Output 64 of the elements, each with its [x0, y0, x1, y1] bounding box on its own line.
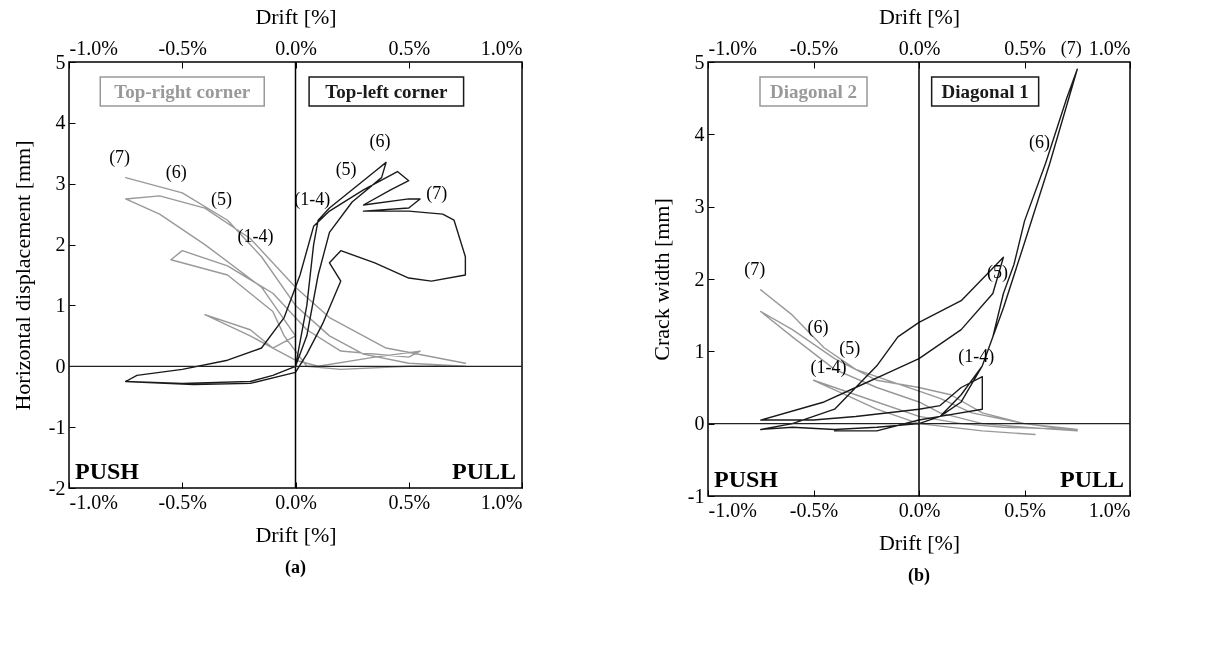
annotation: (6)	[1029, 132, 1051, 154]
text: Top-left corner	[325, 81, 449, 102]
annotation: PUSH	[75, 458, 140, 484]
y-axis-title: Crack width [mm]	[648, 198, 674, 361]
annotation: (6)	[165, 161, 187, 183]
x-tick-label: 0.0%	[898, 498, 941, 521]
y-tick-label: 5	[55, 50, 66, 73]
text: Diagonal 2	[769, 81, 858, 102]
x2-tick-label: 0.0%	[898, 36, 941, 59]
x2-tick-label: -0.5%	[158, 36, 207, 59]
y-tick-label: 4	[55, 111, 66, 134]
annotation: PULL	[1059, 466, 1124, 492]
y-tick-label: 0	[55, 354, 66, 377]
y-tick-label: -2	[48, 476, 66, 499]
y-tick-label: -1	[687, 484, 705, 507]
series-label: Diagonal 1	[941, 81, 1029, 102]
text: (b)	[908, 565, 930, 586]
annotation: (5)	[211, 189, 233, 211]
x-tick-label: 1.0%	[1088, 498, 1131, 521]
annotation: PUSH	[714, 466, 779, 492]
y-tick-label: 4	[694, 122, 705, 145]
x-tick-label: -0.5%	[158, 490, 207, 513]
annotation: (6)	[807, 316, 829, 338]
line-series	[760, 289, 1078, 436]
x-tick-label: 1.0%	[480, 490, 523, 513]
x2-tick-label: -0.5%	[789, 36, 839, 59]
y-tick-label: 1	[55, 293, 66, 316]
x2-tick-label: 1.0%	[1088, 36, 1131, 59]
x-tick-label: 0.5%	[388, 490, 431, 513]
x-axis-title: Drift [%]	[255, 521, 337, 547]
y-tick-label: 2	[694, 267, 705, 290]
annotation: (7)	[1060, 38, 1082, 60]
x-tick-label: -0.5%	[789, 498, 839, 521]
y-tick-label: 1	[694, 339, 705, 362]
x-tick-label: -1.0%	[69, 490, 118, 513]
annotation: (6)	[369, 131, 391, 153]
y-tick-label: 3	[55, 172, 66, 195]
annotation: (5)	[335, 158, 357, 180]
y-tick-label: 0	[694, 412, 705, 435]
x2-axis-title: Drift [%]	[255, 3, 337, 29]
y-tick-label: 2	[55, 233, 66, 256]
x2-tick-label: 0.5%	[388, 36, 431, 59]
x2-axis-title: Drift [%]	[878, 3, 961, 29]
annotation: (1-4)	[237, 225, 274, 247]
annotation: (7)	[109, 146, 131, 168]
x2-tick-label: -1.0%	[69, 36, 118, 59]
y-axis-title: Horizontal displacement [mm]	[9, 140, 35, 411]
annotation: (7)	[744, 258, 766, 280]
x-tick-label: 0.0%	[275, 490, 317, 513]
x2-tick-label: 1.0%	[480, 36, 523, 59]
annotation: PULL	[451, 458, 516, 484]
x-tick-label: 0.5%	[1004, 498, 1046, 521]
x-axis-title: Drift [%]	[878, 529, 961, 555]
x-tick-label: -1.0%	[708, 498, 757, 521]
text: Top-right corner	[114, 81, 251, 102]
annotation: (5)	[839, 338, 861, 360]
x2-tick-label: 0.0%	[275, 36, 317, 59]
y-tick-label: -1	[48, 415, 66, 438]
x2-tick-label: -1.0%	[708, 36, 757, 59]
x2-tick-label: 0.5%	[1004, 36, 1046, 59]
annotation: (7)	[426, 183, 448, 205]
y-tick-label: 3	[694, 195, 705, 218]
y-tick-label: 5	[694, 50, 705, 73]
text: (a)	[285, 557, 306, 578]
